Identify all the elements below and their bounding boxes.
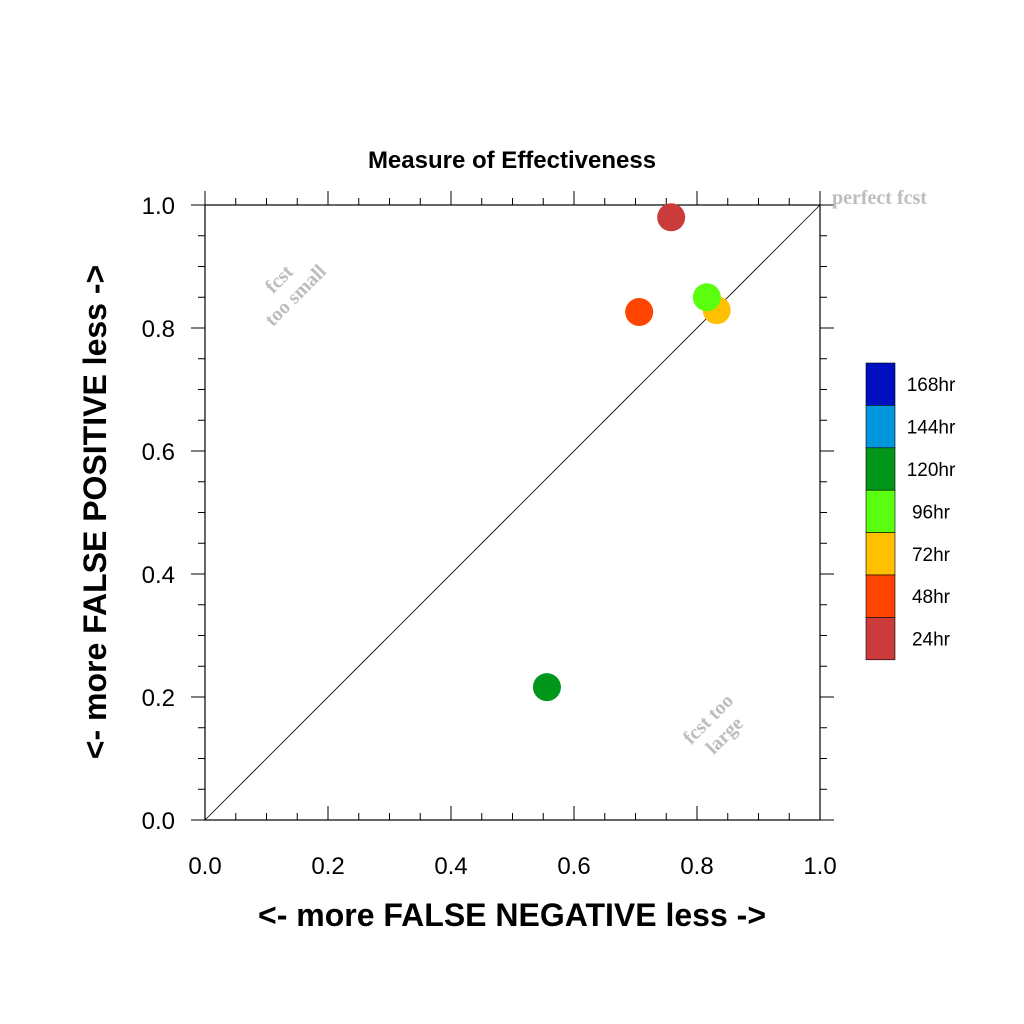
too-large-annotation: fcst too large	[679, 690, 748, 759]
y-tick-label: 0.2	[142, 685, 175, 712]
data-point-24hr	[657, 203, 686, 232]
y-axis-label: <- more FALSE POSITIVE less ->	[77, 265, 113, 759]
x-tick-label: 0.6	[557, 853, 590, 880]
legend-label-72hr: 72hr	[912, 545, 951, 566]
legend-swatch-96hr	[865, 489, 896, 533]
y-tick-label: 1.0	[142, 193, 175, 220]
legend-label-144hr: 144hr	[907, 418, 956, 439]
legend-label-168hr: 168hr	[907, 375, 956, 396]
legend-label-96hr: 96hr	[912, 502, 951, 523]
data-point-48hr	[625, 298, 654, 327]
legend-swatch-120hr	[865, 447, 896, 491]
x-tick-label: 0.0	[188, 853, 221, 880]
legend: 168hr 144hr 120hr 96hr 72hr 48hr 24hr	[865, 362, 956, 661]
legend-swatch-168hr	[865, 362, 896, 406]
y-tick-label: 0.4	[142, 562, 175, 589]
x-tick-label: 0.2	[311, 853, 344, 880]
axis-ticks	[191, 191, 834, 821]
x-axis-label: <- more FALSE NEGATIVE less ->	[258, 897, 766, 933]
y-tick-label: 0.8	[142, 316, 175, 343]
axis-tick-labels: 0.0 0.2 0.4 0.6 0.8 1.0 0.0 0.2 0.4 0.6 0.8 1.0	[142, 193, 837, 880]
legend-label-120hr: 120hr	[907, 460, 956, 481]
legend-swatch-144hr	[865, 405, 896, 449]
data-points	[532, 203, 731, 702]
data-point-96hr	[692, 283, 721, 312]
legend-label-24hr: 24hr	[912, 630, 951, 651]
legend-swatch-24hr	[865, 617, 896, 661]
x-tick-label: 0.4	[434, 853, 467, 880]
legend-swatch-72hr	[865, 532, 896, 576]
legend-label-48hr: 48hr	[912, 587, 951, 608]
x-tick-label: 0.8	[680, 853, 713, 880]
too-small-annotation: fcst too small	[261, 260, 331, 330]
legend-swatch-48hr	[865, 574, 896, 618]
x-tick-label: 1.0	[803, 853, 836, 880]
chart-title: Measure of Effectiveness	[368, 147, 656, 174]
y-tick-label: 0.0	[142, 808, 175, 835]
y-tick-label: 0.6	[142, 439, 175, 466]
data-point-120hr	[532, 673, 561, 702]
perfect-forecast-annotation: perfect fcst	[832, 187, 927, 209]
